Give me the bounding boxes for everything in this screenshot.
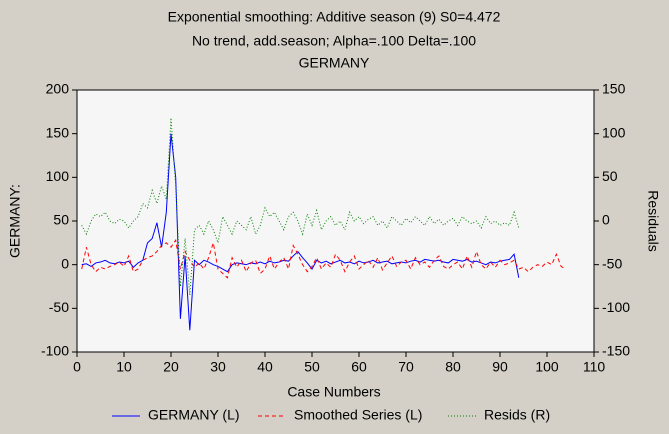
series-line <box>81 238 567 279</box>
y-axis-label: GERMANY: <box>7 184 23 258</box>
y2-tick-label: -50 <box>602 255 622 271</box>
x-tick-label: 0 <box>73 359 81 375</box>
y2-tick-label: -150 <box>602 343 630 359</box>
x-tick-label: 40 <box>257 359 273 375</box>
x-tick-label: 100 <box>535 359 559 375</box>
series-line <box>81 133 520 331</box>
y-tick-label: -50 <box>49 299 69 315</box>
y-tick-label: -100 <box>41 343 69 359</box>
y-tick-label: 0 <box>61 255 69 271</box>
legend-label: Smoothed Series (L) <box>294 407 422 423</box>
y2-tick-label: 100 <box>602 124 626 140</box>
y2-tick-label: 0 <box>602 212 610 228</box>
y-tick-label: 150 <box>46 124 70 140</box>
x-tick-label: 110 <box>583 359 606 375</box>
y2-tick-label: 50 <box>602 168 618 184</box>
chart-title: Exponential smoothing: Additive season (… <box>168 9 501 25</box>
y-tick-label: 50 <box>53 212 69 228</box>
y2-tick-label: -100 <box>602 299 630 315</box>
legend-label: GERMANY (L) <box>148 407 240 423</box>
chart-subtitle: No trend, add.season; Alpha=.100 Delta=.… <box>192 33 476 49</box>
x-tick-label: 80 <box>445 359 461 375</box>
x-tick-label: 90 <box>492 359 508 375</box>
x-tick-label: 60 <box>351 359 367 375</box>
y2-axis-label: Residuals <box>645 190 661 251</box>
x-tick-label: 70 <box>398 359 414 375</box>
x-axis-label: Case Numbers <box>287 384 380 400</box>
chart-subtitle: GERMANY <box>299 55 370 71</box>
y-tick-label: 200 <box>46 81 70 97</box>
x-tick-label: 30 <box>210 359 226 375</box>
x-tick-label: 50 <box>304 359 320 375</box>
x-tick-label: 20 <box>163 359 179 375</box>
plot-area <box>76 89 595 353</box>
y2-tick-label: 150 <box>602 81 626 97</box>
legend-label: Resids (R) <box>484 407 550 423</box>
y-tick-label: 100 <box>46 168 70 184</box>
x-tick-label: 10 <box>116 359 132 375</box>
